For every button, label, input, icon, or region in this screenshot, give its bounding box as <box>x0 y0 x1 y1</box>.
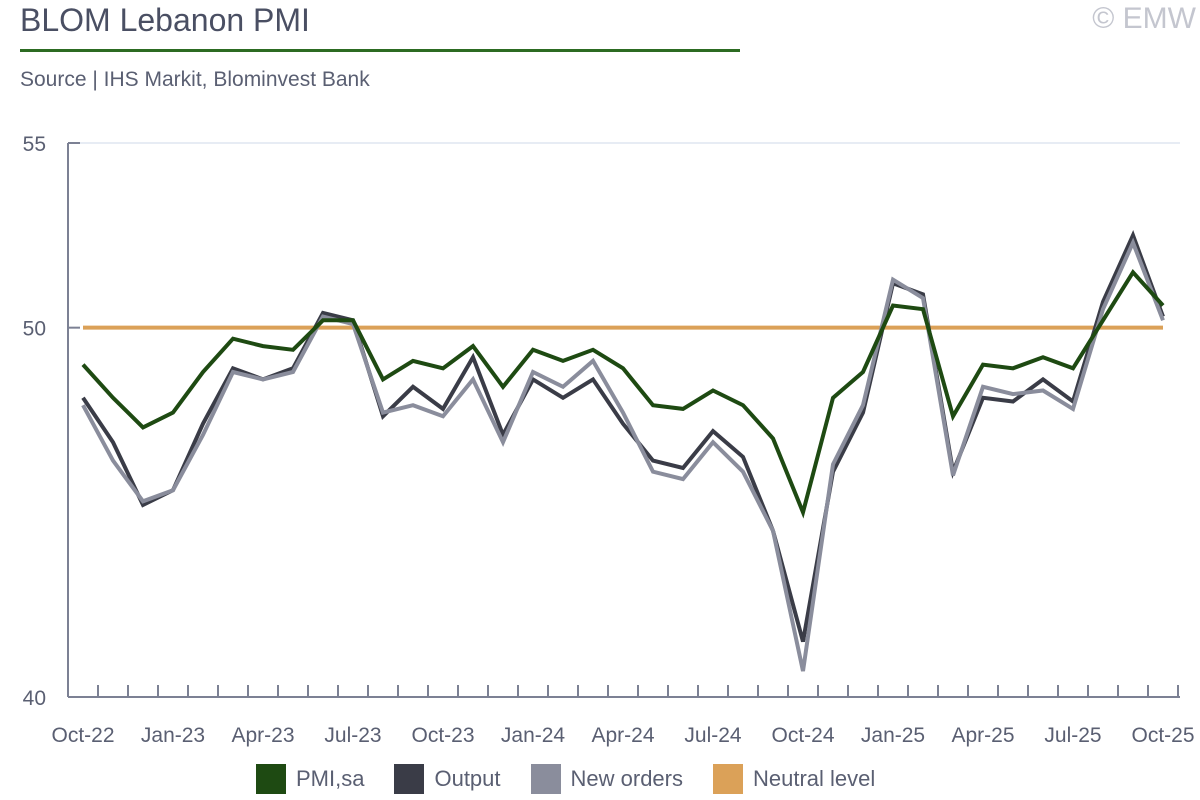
x-tick-label: Jul-23 <box>324 724 381 747</box>
legend: PMI,sa Output New orders Neutral level <box>256 764 875 794</box>
series-line-new-orders <box>81 237 1165 672</box>
x-tick-label: Apr-23 <box>231 724 294 747</box>
x-tick-label: Oct-22 <box>51 724 114 747</box>
legend-swatch <box>256 764 286 794</box>
x-tick-label: Oct-23 <box>411 724 474 747</box>
x-tick-label: Jul-25 <box>1044 724 1101 747</box>
legend-label: New orders <box>570 766 683 791</box>
legend-label: PMI,sa <box>296 766 365 791</box>
x-tick-label: Jul-24 <box>684 724 742 747</box>
legend-label: Neutral level <box>753 766 876 791</box>
x-tick-label: Apr-24 <box>591 724 654 747</box>
y-tick-label: 40 <box>23 687 46 710</box>
legend-item: Output <box>394 764 501 794</box>
y-tick-label: 50 <box>23 318 46 341</box>
y-tick-label: 55 <box>23 133 46 156</box>
x-tick-label: Apr-25 <box>951 724 1014 747</box>
x-tick-label: Jan-23 <box>141 724 205 747</box>
x-tick-label: Oct-25 <box>1131 724 1194 747</box>
copyright-label: © EMW <box>1092 2 1196 35</box>
legend-item: PMI,sa <box>256 764 364 794</box>
x-tick-label: Jan-24 <box>501 724 566 747</box>
x-tick-label: Oct-24 <box>771 724 834 747</box>
title-underline <box>20 49 740 52</box>
legend-swatch <box>530 764 561 794</box>
series-line-pmi-sa <box>81 268 1165 519</box>
legend-item: Neutral level <box>713 764 875 794</box>
legend-item: New orders <box>530 764 683 794</box>
legend-swatch <box>713 764 743 794</box>
source-label: Source | IHS Markit, Blominvest Bank <box>20 68 370 91</box>
chart-title: BLOM Lebanon PMI <box>20 2 310 38</box>
legend-swatch <box>394 764 425 794</box>
x-tick-label: Jan-25 <box>861 724 925 747</box>
legend-label: Output <box>434 766 501 791</box>
series-line-output <box>81 230 1165 643</box>
